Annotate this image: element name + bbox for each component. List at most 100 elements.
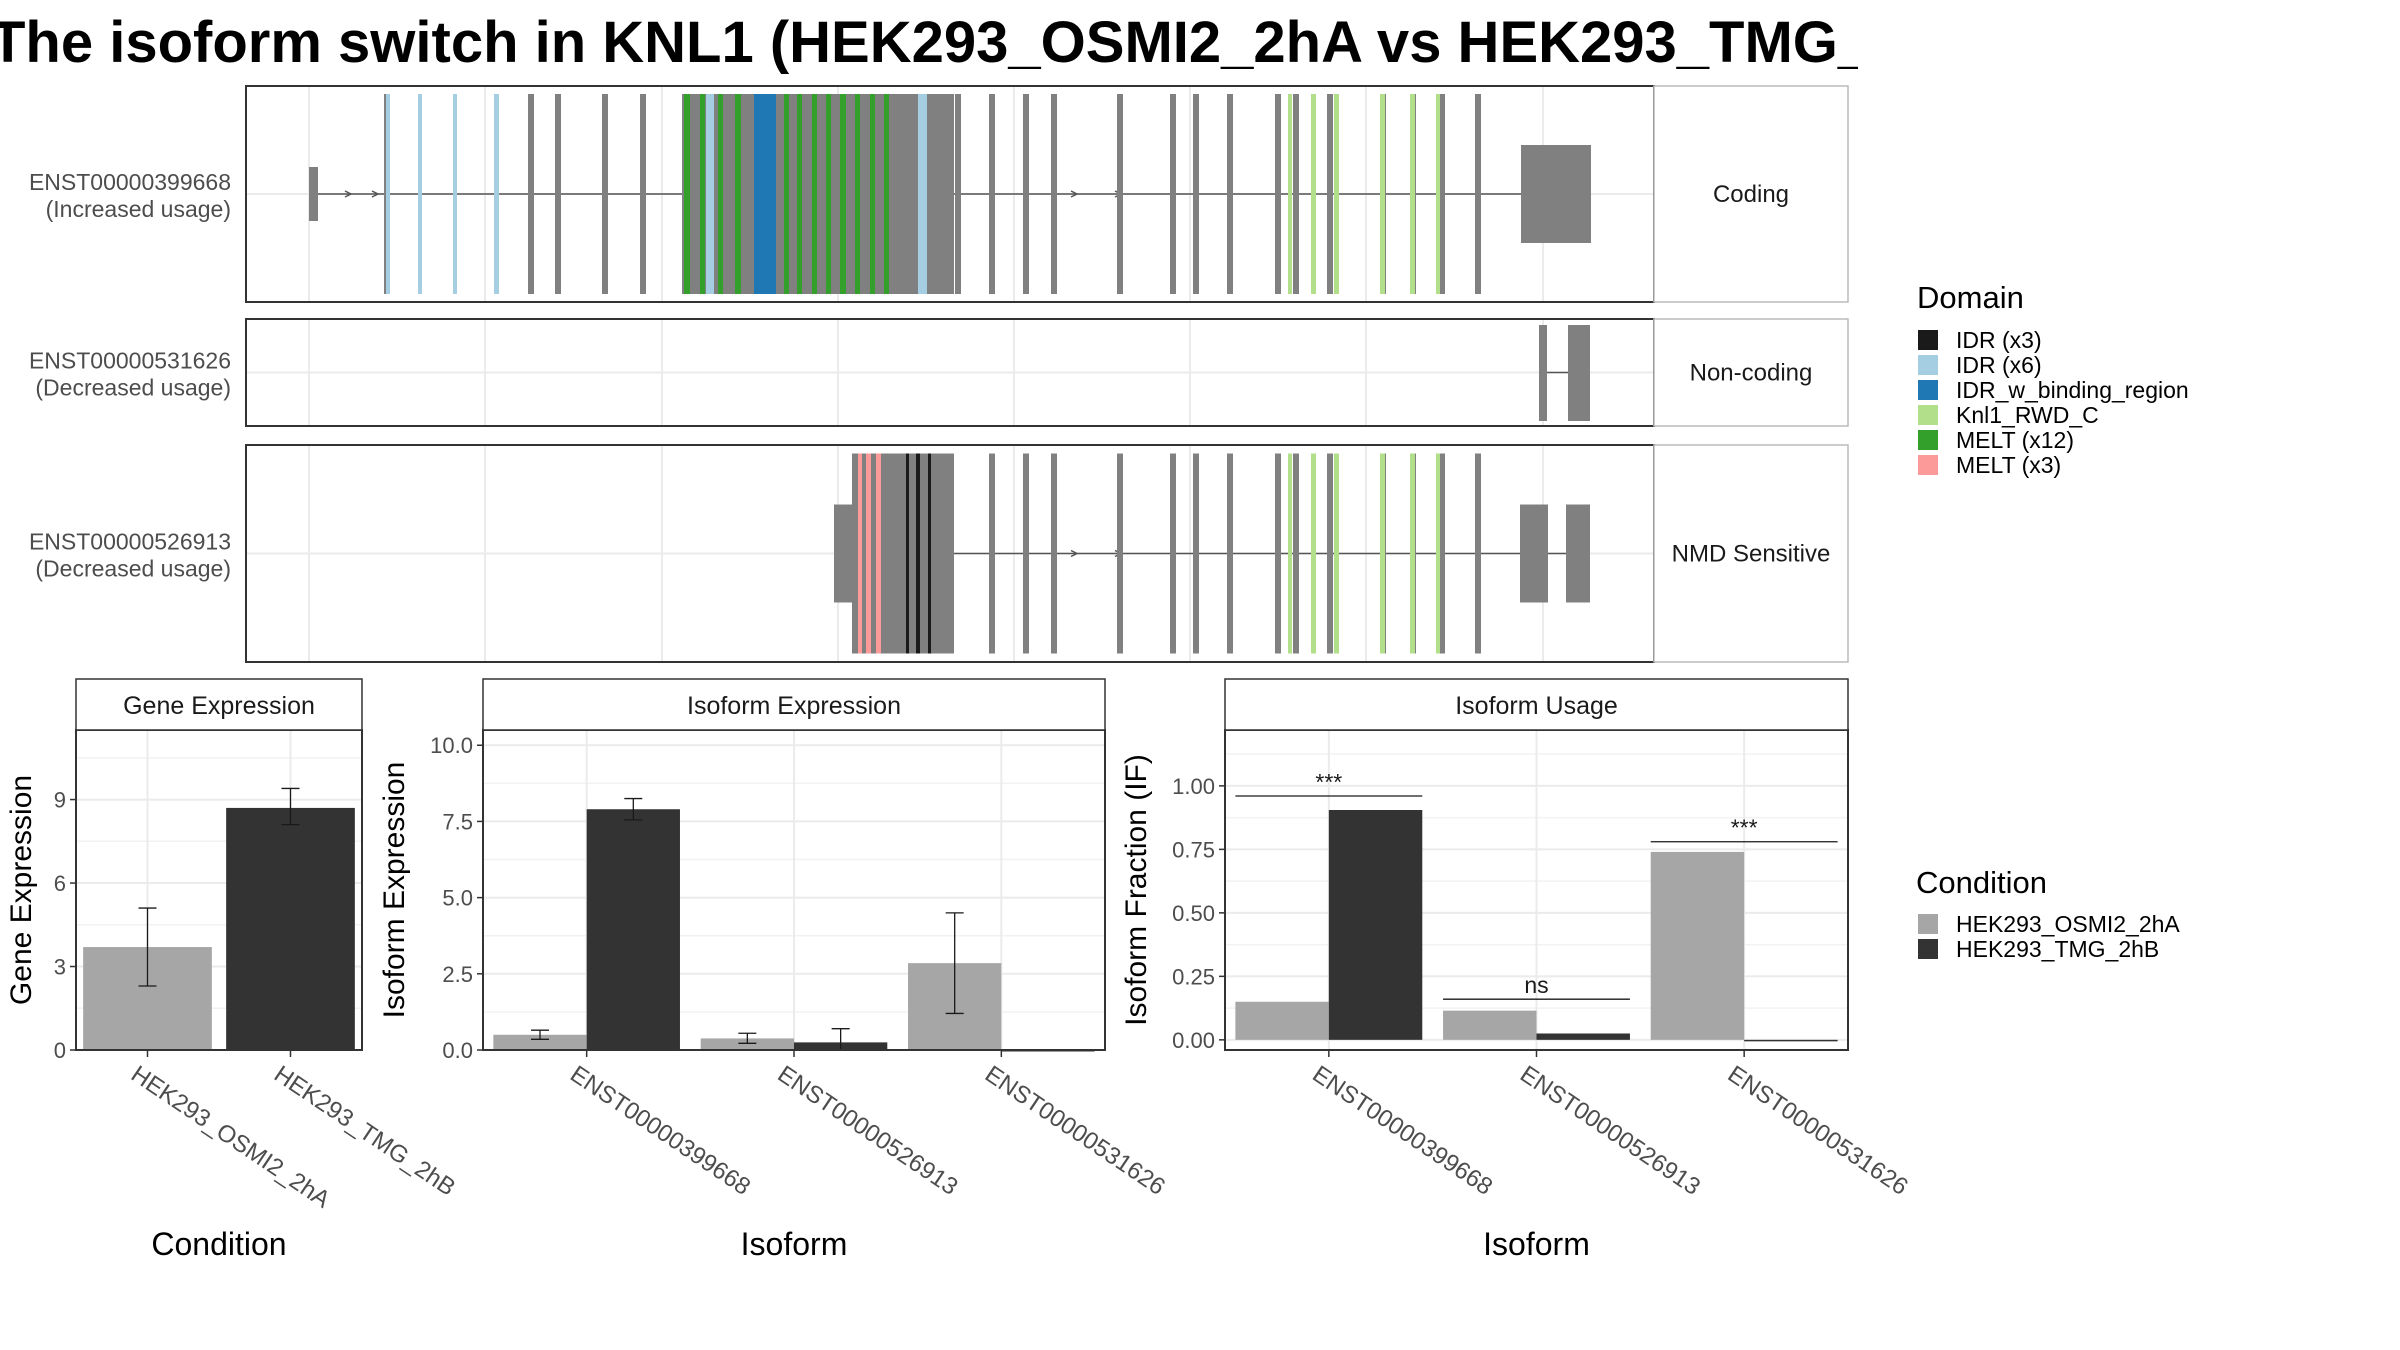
y-tick-label: 0 — [54, 1038, 66, 1063]
facet-strip — [1653, 318, 1849, 427]
exon — [1051, 94, 1057, 294]
bar — [1650, 851, 1745, 1040]
legend-swatch — [1918, 939, 1938, 959]
facet-strip-label: Isoform Expression — [687, 692, 901, 720]
legend-title: Condition — [1916, 865, 2047, 900]
legend-label: IDR (x3) — [1956, 327, 2042, 353]
domain-idr-x6- — [494, 94, 499, 294]
exon — [989, 453, 995, 654]
y-tick-label: 0.0 — [442, 1038, 473, 1063]
domain-knl1-rwd-c — [1334, 94, 1339, 294]
x-tick-label: ENST00000399668 — [1307, 1061, 1497, 1201]
domain-melt-x12- — [884, 94, 889, 294]
x-axis-label: Condition — [151, 1226, 286, 1262]
intron-arrow — [1070, 549, 1079, 558]
legend-swatch — [1918, 380, 1938, 400]
domain-knl1-rwd-c — [1436, 94, 1440, 294]
exon — [1170, 94, 1176, 294]
significance-label: ns — [1524, 972, 1548, 998]
domain-melt-x12- — [735, 94, 741, 294]
exon — [1520, 504, 1548, 603]
exon — [1539, 325, 1547, 421]
domain-idr-x6- — [706, 94, 714, 294]
legend-swatch — [1918, 914, 1938, 934]
bar — [1443, 1010, 1537, 1040]
facet-strip — [1224, 678, 1849, 731]
transcript-usage-label: (Decreased usage) — [35, 556, 231, 582]
domain-knl1-rwd-c — [1380, 94, 1385, 294]
domain-knl1-rwd-c — [1436, 453, 1440, 654]
legend-label: Knl1_RWD_C — [1956, 402, 2099, 428]
exon — [834, 504, 854, 603]
x-tick-label: ENST00000526913 — [773, 1061, 963, 1201]
x-axis-label: Isoform — [1483, 1226, 1590, 1262]
domain-idr-x3- — [906, 453, 909, 654]
bar — [700, 1038, 794, 1050]
exon — [1227, 94, 1233, 294]
domain-knl1-rwd-c — [1410, 94, 1415, 294]
y-tick-label: 7.5 — [442, 809, 473, 834]
exon — [682, 94, 954, 294]
facet-strip-label: Gene Expression — [123, 692, 315, 720]
domain-legend: Domain IDR (x3)IDR (x6)IDR_w_binding_regi… — [1917, 280, 2189, 478]
transcript-row-ENST00000526913: NMD Sensitive ENST00000526913(Decreased u… — [29, 444, 1849, 663]
y-axis-label: Isoform Fraction (IF) — [1120, 754, 1153, 1026]
facet-strip-label: Isoform Usage — [1455, 692, 1618, 720]
domain-knl1-rwd-c — [1410, 453, 1415, 654]
y-tick-label: 0.00 — [1172, 1028, 1215, 1053]
chart-title: The isoform switch in KNL1 (HEK293_OSMI2… — [0, 10, 1858, 75]
bar — [1235, 1001, 1329, 1040]
exon — [1568, 325, 1590, 421]
domain-melt-x3- — [876, 453, 881, 654]
domain-melt-x3- — [866, 453, 871, 654]
significance-label: *** — [1731, 815, 1758, 841]
facet-strip — [482, 678, 1106, 731]
bar — [586, 809, 680, 1050]
y-tick-label: 9 — [54, 788, 66, 813]
legend-label: IDR (x6) — [1956, 352, 2042, 378]
facet-strip — [1653, 444, 1849, 663]
legend-swatch — [1918, 455, 1938, 475]
legend-label: HEK293_OSMI2_2hA — [1956, 911, 2180, 937]
domain-melt-x12- — [797, 94, 802, 294]
significance-label: *** — [1315, 769, 1342, 795]
domain-idr-x6- — [418, 94, 422, 294]
domain-knl1-rwd-c — [1380, 453, 1385, 654]
domain-melt-x3- — [858, 453, 862, 654]
exon — [309, 167, 318, 221]
exon — [1117, 94, 1123, 294]
legend-label: MELT (x3) — [1956, 452, 2061, 478]
facet-strip-label: NMD Sensitive — [1672, 541, 1831, 568]
domain-idr-x6- — [386, 94, 390, 294]
domain-knl1-rwd-c — [1288, 94, 1292, 294]
domain-knl1-rwd-c — [1311, 453, 1316, 654]
x-tick-label: ENST00000399668 — [565, 1061, 755, 1201]
transcript-row-ENST00000399668: Coding ENST00000399668(Increased usage) — [29, 85, 1849, 303]
domain-melt-x12- — [718, 94, 723, 294]
intron-arrow — [344, 190, 353, 198]
domain-melt-x12- — [812, 94, 817, 294]
exon — [955, 94, 961, 294]
facet-strip-label: Non-coding — [1690, 360, 1813, 387]
transcript-usage-label: (Decreased usage) — [35, 375, 231, 401]
exon — [1293, 453, 1299, 654]
y-tick-label: 0.75 — [1172, 837, 1215, 862]
exon — [1227, 453, 1233, 654]
exon — [1439, 453, 1445, 654]
exon — [989, 94, 995, 294]
exon — [1275, 94, 1281, 294]
y-tick-label: 1.00 — [1172, 774, 1215, 799]
transcript-structure-panel: Coding ENST00000399668(Increased usage) No… — [29, 85, 1849, 663]
y-tick-label: 6 — [54, 871, 66, 896]
domain-idr-x6- — [453, 94, 457, 294]
domain-melt-x12- — [784, 94, 789, 294]
transcript-id-label: ENST00000526913 — [29, 529, 231, 555]
domain-melt-x12- — [870, 94, 875, 294]
x-axis-label: Isoform — [741, 1226, 848, 1262]
legend-label: IDR_w_binding_region — [1956, 377, 2189, 403]
facet-strip — [75, 678, 363, 731]
